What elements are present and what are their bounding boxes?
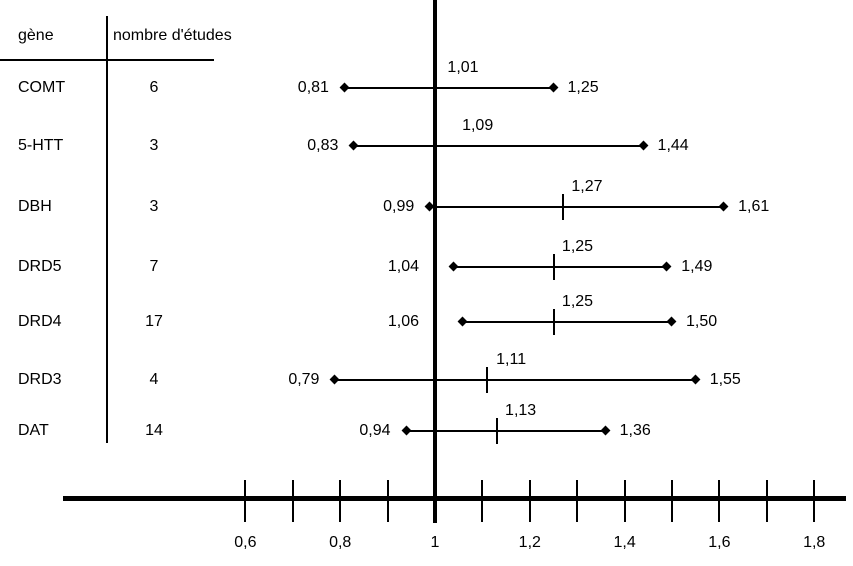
- estimate-value-label: 1,13: [505, 402, 537, 419]
- estimate-value-label: 1,25: [561, 293, 594, 310]
- upper-bound-label: 1,44: [657, 137, 689, 154]
- estimate-value-label: 1,27: [571, 178, 603, 195]
- ci-line: [354, 145, 644, 147]
- x-axis-tick-label: 1,2: [518, 534, 541, 551]
- ci-upper-diamond: [661, 261, 672, 272]
- ci-lower-diamond: [339, 82, 350, 93]
- n-studies-value: 4: [149, 371, 159, 388]
- ci-line: [335, 379, 696, 381]
- x-axis-tick: [576, 480, 579, 522]
- x-axis-tick-label: 1,6: [708, 534, 731, 551]
- ci-lower-diamond: [330, 374, 340, 385]
- lower-bound-label: 0,79: [288, 371, 320, 388]
- n-studies-column-header: nombre d'études: [113, 27, 232, 44]
- n-studies-value: 6: [149, 79, 159, 96]
- x-axis-tick-label: 1: [430, 534, 440, 551]
- upper-bound-label: 1,61: [738, 198, 770, 215]
- lower-bound-label: 0,81: [297, 79, 329, 96]
- table-header-rule: [0, 59, 214, 61]
- ci-lower-diamond: [457, 316, 468, 327]
- ci-line: [344, 87, 554, 89]
- n-studies-value: 17: [145, 313, 163, 330]
- reference-line: [433, 0, 437, 523]
- gene-label: DRD4: [18, 313, 62, 330]
- ci-upper-diamond: [690, 374, 701, 385]
- ci-upper-diamond: [666, 316, 677, 327]
- ci-upper-diamond: [600, 425, 611, 436]
- upper-bound-label: 1,36: [619, 422, 651, 439]
- gene-label: DBH: [18, 198, 52, 215]
- gene-label: DRD5: [18, 258, 62, 275]
- x-axis-line: [63, 496, 846, 501]
- upper-bound-label: 1,49: [681, 258, 713, 275]
- x-axis-tick: [291, 480, 294, 522]
- gene-label: COMT: [18, 79, 66, 96]
- ci-line: [453, 266, 668, 268]
- estimate-value-label: 1,25: [561, 238, 594, 255]
- x-axis-tick: [434, 480, 436, 522]
- x-axis-tick: [671, 480, 673, 522]
- ci-upper-diamond: [638, 140, 648, 151]
- x-axis-tick: [813, 480, 816, 522]
- gene-label: DAT: [18, 422, 49, 439]
- n-studies-value: 3: [149, 198, 159, 215]
- lower-bound-label: 0,94: [359, 422, 391, 439]
- ci-lower-diamond: [401, 425, 411, 436]
- gene-label: 5-HTT: [18, 137, 64, 154]
- ci-line: [430, 206, 725, 208]
- upper-bound-label: 1,55: [709, 371, 741, 388]
- n-studies-value: 14: [145, 422, 163, 439]
- ci-lower-diamond: [448, 261, 459, 272]
- gene-column-header: gène: [18, 27, 54, 44]
- upper-bound-label: 1,50: [686, 313, 718, 330]
- x-axis-tick: [765, 480, 768, 522]
- n-studies-value: 3: [149, 137, 159, 154]
- x-axis-tick: [623, 480, 626, 522]
- upper-bound-label: 1,25: [567, 79, 599, 96]
- estimate-tick: [495, 418, 498, 444]
- ci-line: [463, 321, 672, 323]
- estimate-tick: [552, 254, 555, 280]
- n-studies-value: 7: [149, 258, 159, 275]
- table-column-divider: [106, 16, 108, 443]
- estimate-tick: [486, 367, 489, 393]
- lower-bound-label: 0,83: [307, 137, 339, 154]
- x-axis-tick: [244, 480, 247, 522]
- estimate-tick: [561, 194, 564, 220]
- estimate-value-label: 1,01: [447, 59, 479, 76]
- x-axis-tick: [481, 480, 484, 522]
- x-axis-tick: [718, 480, 721, 522]
- x-axis-tick-label: 1,8: [803, 534, 826, 551]
- estimate-value-label: 1,11: [496, 351, 527, 368]
- x-axis-tick-label: 0,8: [329, 534, 352, 551]
- ci-line: [406, 430, 606, 432]
- lower-bound-label: 0,99: [383, 198, 415, 215]
- lower-bound-label: 1,04: [387, 258, 419, 275]
- x-axis-tick: [386, 480, 389, 522]
- estimate-value-label: 1,09: [462, 117, 494, 134]
- ci-upper-diamond: [548, 82, 558, 93]
- gene-label: DRD3: [18, 371, 62, 388]
- estimate-tick: [552, 309, 555, 335]
- x-axis-tick-label: 1,4: [613, 534, 636, 551]
- x-axis-tick-label: 0,6: [234, 534, 257, 551]
- x-axis-tick: [528, 480, 531, 522]
- lower-bound-label: 1,06: [387, 313, 419, 330]
- ci-upper-diamond: [718, 201, 729, 212]
- ci-lower-diamond: [348, 140, 359, 151]
- x-axis-tick: [339, 480, 342, 522]
